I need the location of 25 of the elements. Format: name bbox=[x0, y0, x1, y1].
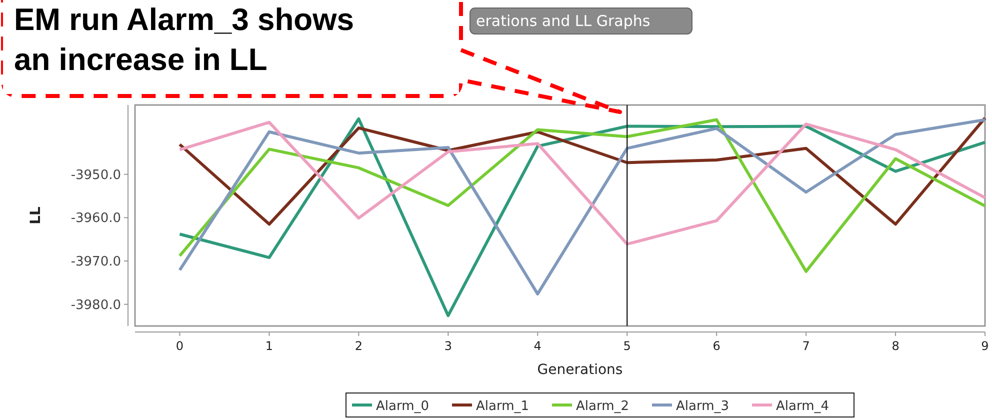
x-tick-label: 2 bbox=[354, 339, 363, 353]
x-tick-label: 3 bbox=[444, 339, 452, 353]
x-tick-label: 7 bbox=[802, 339, 810, 353]
line-series bbox=[178, 120, 986, 246]
line-series bbox=[178, 116, 986, 226]
x-tick-label: 1 bbox=[265, 339, 274, 353]
x-tick-label: 6 bbox=[712, 339, 720, 353]
x-tick-label: 9 bbox=[981, 339, 989, 353]
y-tick-label: -3950.0 bbox=[70, 168, 121, 183]
x-tick-label: 4 bbox=[534, 339, 542, 353]
legend-label: Alarm_2 bbox=[576, 399, 630, 414]
x-tick-label: 5 bbox=[623, 339, 631, 353]
x-tick-label: 8 bbox=[892, 339, 900, 353]
text: EM run Alarm_3 shows an increase in LL bbox=[14, 2, 354, 77]
y-tick-label: -3980.0 bbox=[70, 298, 121, 313]
y-axis-title: LL bbox=[28, 206, 44, 224]
legend-label: Alarm_1 bbox=[476, 399, 530, 414]
legend-label: Alarm_0 bbox=[376, 399, 430, 414]
x-axis-title: Generations bbox=[537, 362, 623, 378]
y-tick-label: -3970.0 bbox=[70, 254, 121, 270]
y-tick-label: -3960.0 bbox=[70, 211, 121, 226]
x-tick-label: 0 bbox=[176, 339, 184, 353]
text: erations and LL Graphs bbox=[476, 12, 650, 30]
legend-label: Alarm_3 bbox=[676, 399, 730, 414]
legend-label: Alarm_4 bbox=[776, 399, 830, 414]
